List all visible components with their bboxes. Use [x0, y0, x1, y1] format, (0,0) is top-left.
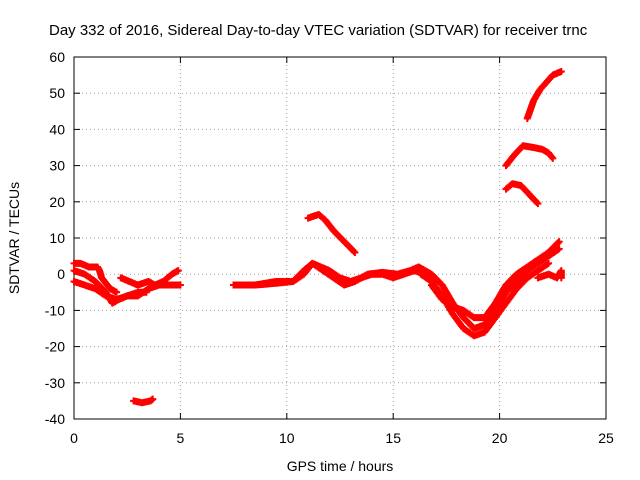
series-track-d: [117, 267, 182, 289]
grid-lines: [74, 57, 606, 419]
data-marks: [70, 67, 565, 407]
y-tick-label: -10: [45, 302, 65, 318]
y-tick-label: 20: [49, 194, 65, 210]
data-point: [545, 259, 553, 267]
y-tick-labels: -40 -30 -20 -10 0 10 20 30 40 50 60: [45, 49, 65, 427]
x-tick-label: 20: [492, 430, 508, 446]
data-point: [350, 247, 358, 255]
data-point: [557, 67, 565, 75]
series-track-n: [523, 67, 565, 123]
x-tick-label: 5: [177, 430, 185, 446]
x-axis-label: GPS time / hours: [287, 458, 394, 474]
data-point: [549, 154, 557, 162]
series-track-k: [304, 210, 359, 256]
data-point: [174, 267, 182, 275]
data-point: [555, 238, 563, 246]
data-point: [351, 248, 359, 256]
chart-title: Day 332 of 2016, Sidereal Day-to-day VTE…: [49, 22, 588, 39]
data-point: [534, 200, 542, 208]
x-tick-label: 25: [598, 430, 614, 446]
series-track-e: [130, 395, 157, 407]
y-tick-label: -20: [45, 339, 65, 355]
series-track-m: [502, 142, 557, 170]
series-track-b: [70, 277, 184, 304]
data-point: [554, 239, 562, 247]
y-tick-label: -30: [45, 375, 65, 391]
data-point: [557, 274, 565, 282]
x-tick-label: 10: [279, 430, 295, 446]
data-point: [149, 395, 157, 403]
y-tick-label: 40: [49, 121, 65, 137]
y-tick-label: 0: [57, 266, 65, 282]
data-point: [176, 281, 184, 289]
data-point: [533, 198, 541, 206]
data-point: [113, 288, 121, 296]
tick-marks: [73, 56, 607, 420]
series-track-i: [428, 238, 563, 322]
y-tick-label: -40: [45, 411, 65, 427]
y-axis-label: SDTVAR / TECUs: [6, 182, 22, 294]
series-track-c: [70, 259, 121, 296]
series-track-l: [502, 180, 542, 208]
x-tick-label: 0: [70, 430, 78, 446]
x-tick-label: 15: [385, 430, 401, 446]
data-point: [555, 245, 563, 253]
y-tick-label: 60: [49, 49, 65, 65]
y-tick-label: 10: [49, 230, 65, 246]
x-tick-labels: 0 5 10 15 20 25: [70, 430, 614, 446]
series-track-j: [534, 267, 565, 282]
y-tick-label: 50: [49, 85, 65, 101]
y-tick-label: 30: [49, 158, 65, 174]
